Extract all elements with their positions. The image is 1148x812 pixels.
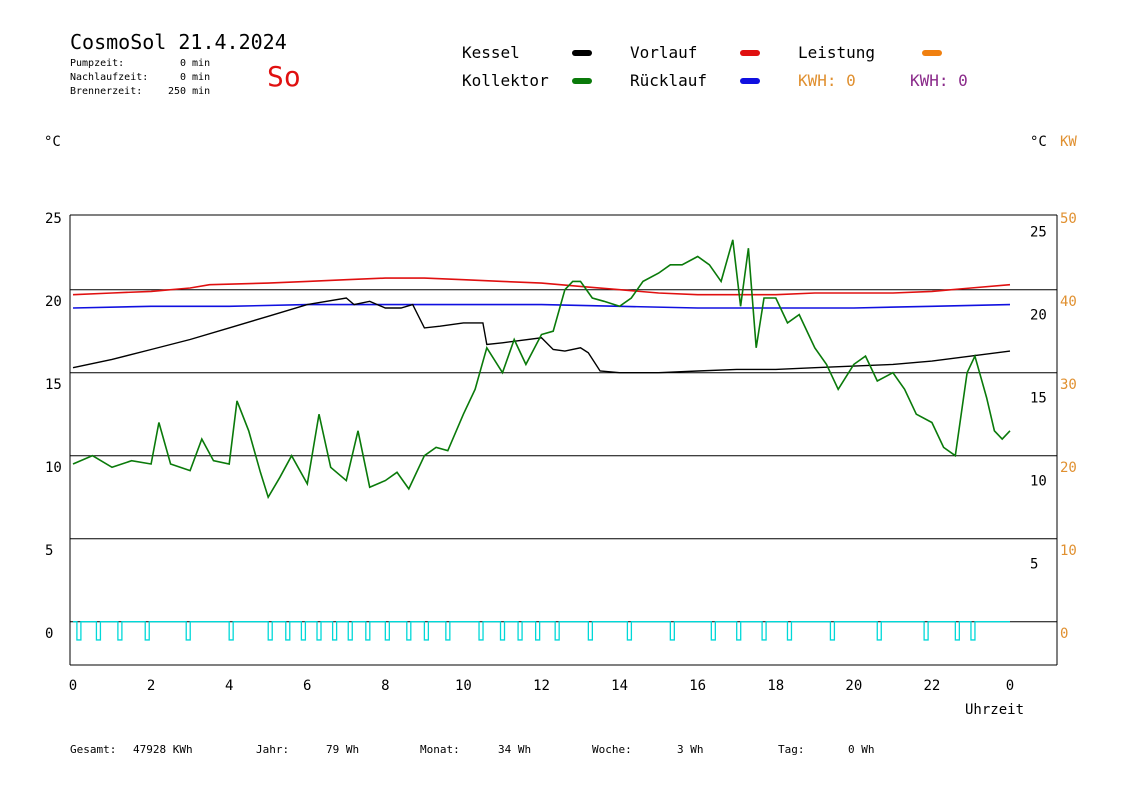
series-line-rcklauf xyxy=(72,303,1011,309)
y-right-kw-tick-label: 50 xyxy=(1060,211,1077,227)
x-tick-label: 20 xyxy=(845,678,862,694)
footer-monat-label: Monat: xyxy=(420,743,460,756)
legend-leistung-swatch xyxy=(922,50,942,56)
x-tick-label: 6 xyxy=(303,678,311,694)
stat-brennerzeit-label: Brennerzeit: xyxy=(70,86,143,97)
series-line-kessel xyxy=(72,297,1011,374)
legend-leistung-label: Leistung xyxy=(798,43,876,62)
x-tick-label: 8 xyxy=(381,678,389,694)
y-left-tick-label: 10 xyxy=(45,460,62,476)
series-line-kollektor xyxy=(72,239,1011,500)
x-tick-label: 22 xyxy=(923,678,940,694)
y-right-kw-tick-label: 10 xyxy=(1060,543,1077,559)
y-left-tick-label: 15 xyxy=(45,377,62,393)
y-right-c-tick-label: 25 xyxy=(1030,225,1047,241)
stat-pumpzeit-label: Pumpzeit: xyxy=(70,58,125,69)
y-right-kw-tick-label: 20 xyxy=(1060,460,1077,476)
footer-tag-label: Tag: xyxy=(778,743,805,756)
x-tick-label: 12 xyxy=(533,678,550,694)
weekday-label: So xyxy=(267,60,301,93)
y-left-tick-label: 20 xyxy=(45,294,62,310)
y-right-c-tick-label: 5 xyxy=(1030,557,1038,573)
footer-monat-value: 34 Wh xyxy=(498,743,532,756)
left-axis-unit: °C xyxy=(44,134,61,150)
legend-kessel-swatch xyxy=(572,50,592,56)
y-right-c-tick-label: 20 xyxy=(1030,308,1047,324)
legend-vorlauf-swatch xyxy=(740,50,760,56)
x-tick-label: 14 xyxy=(611,678,628,694)
legend-kwh2: KWH: 0 xyxy=(910,71,968,90)
x-tick-label: 0 xyxy=(1006,678,1014,694)
stat-brennerzeit-value: 250 min xyxy=(168,86,211,97)
right-axis-unit-kw: KW xyxy=(1060,134,1077,150)
footer-jahr-value: 79 Wh xyxy=(326,743,360,756)
y-right-kw-tick-label: 0 xyxy=(1060,626,1068,642)
legend-ruecklauf-swatch xyxy=(740,78,760,84)
chart-title: CosmoSol 21.4.2024 xyxy=(70,30,287,54)
y-left-tick-label: 0 xyxy=(45,626,53,642)
legend-kwh1: KWH: 0 xyxy=(798,71,856,90)
footer-jahr-label: Jahr: xyxy=(256,743,290,756)
legend-vorlauf-label: Vorlauf xyxy=(630,43,698,62)
right-axis-unit-c: °C xyxy=(1030,134,1047,150)
legend-kessel-label: Kessel xyxy=(462,43,520,62)
y-right-kw-tick-label: 30 xyxy=(1060,377,1077,393)
y-right-c-tick-label: 10 xyxy=(1030,474,1047,490)
footer-tag-value: 0 Wh xyxy=(848,743,875,756)
y-left-tick-label: 5 xyxy=(45,543,53,559)
x-tick-label: 10 xyxy=(455,678,472,694)
stat-pumpzeit-value: 0 min xyxy=(180,58,211,69)
legend-ruecklauf-label: Rücklauf xyxy=(630,71,708,90)
series-line-vorlauf xyxy=(72,277,1011,296)
x-tick-label: 18 xyxy=(767,678,784,694)
stat-nachlaufzeit-value: 0 min xyxy=(180,72,211,83)
y-left-tick-label: 25 xyxy=(45,211,62,227)
footer-woche-label: Woche: xyxy=(592,743,632,756)
stat-nachlaufzeit-label: Nachlaufzeit: xyxy=(70,72,149,83)
x-axis-label: Uhrzeit xyxy=(965,702,1025,718)
footer-woche-value: 3 Wh xyxy=(677,743,704,756)
x-tick-label: 2 xyxy=(147,678,155,694)
x-tick-label: 0 xyxy=(69,678,77,694)
y-right-c-tick-label: 15 xyxy=(1030,391,1047,407)
footer-gesamt-label: Gesamt: xyxy=(70,743,117,756)
y-right-kw-tick-label: 40 xyxy=(1060,294,1077,310)
x-tick-label: 4 xyxy=(225,678,233,694)
legend-kollektor-swatch xyxy=(572,78,592,84)
pump-pulse-line xyxy=(73,621,1010,641)
legend-kollektor-label: Kollektor xyxy=(462,71,549,90)
footer-gesamt-value: 47928 KWh xyxy=(133,743,193,756)
x-tick-label: 16 xyxy=(689,678,706,694)
